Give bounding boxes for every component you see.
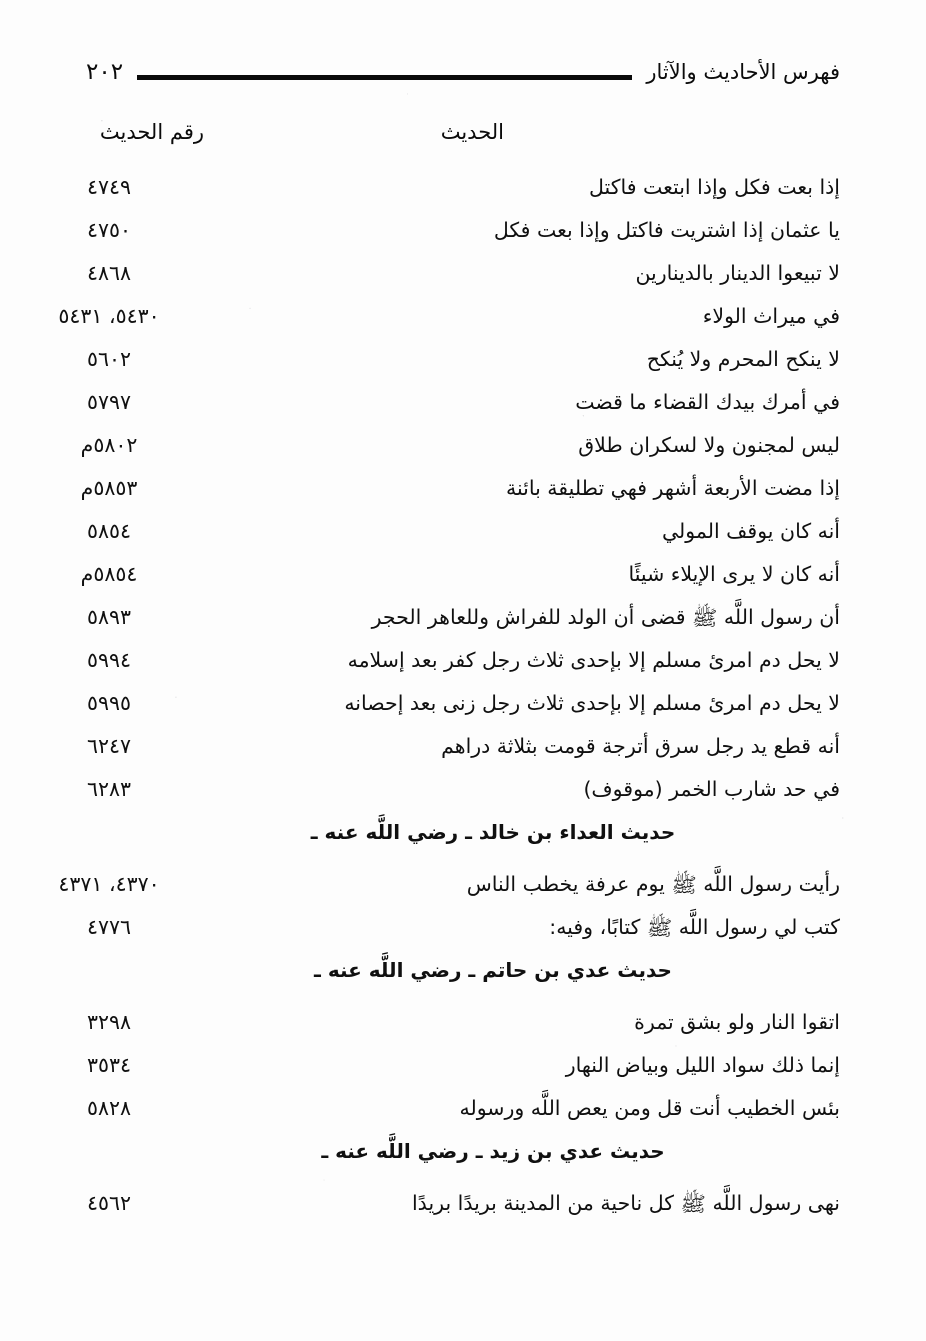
column-headers: الحديث رقم الحديث — [86, 120, 840, 154]
hadith-text: أنه قطع يد رجل سرق أترجة قومت بثلاثة درا… — [441, 734, 840, 758]
hadith-text: أن رسول اللَّه ﷺ قضى أن الولد للفراش ولل… — [371, 605, 840, 630]
hadith-number: ٥٨٠٢م — [80, 433, 138, 457]
sallallahu-alayhi-wasallam-icon: ﷺ — [671, 873, 697, 897]
hadith-number: ٥٨٩٣ — [86, 605, 132, 629]
hadith-row: في حد شارب الخمر (موقوف) ٦٢٨٣ — [86, 774, 840, 817]
hadith-number: ٥٨٥٤م — [80, 562, 138, 586]
sallallahu-alayhi-wasallam-icon: ﷺ — [692, 606, 718, 630]
hadith-text: أنه كان يوقف المولي — [661, 519, 840, 543]
hadith-row: اتقوا النار ولو بشق تمرة ٣٢٩٨ — [86, 1007, 840, 1050]
sallallahu-alayhi-wasallam-icon: ﷺ — [680, 1192, 706, 1216]
hadith-text: لا يحل دم امرئ مسلم إلا بإحدى ثلاث رجل ك… — [347, 648, 840, 672]
hadith-text: أنه كان لا يرى الإيلاء شيئًا — [628, 562, 840, 586]
section-heading-row: حديث العداء بن خالد ـ رضي اللَّه عنه ـ — [86, 817, 840, 869]
section-heading-text: حديث عدي بن زيد ـ رضي اللَّه عنه ـ — [321, 1139, 665, 1163]
hadith-number: ٤٧٧٦ — [86, 915, 132, 939]
hadith-number: ٤٥٦٢ — [86, 1191, 132, 1215]
hadith-text: ليس لمجنون ولا لسكران طلاق — [578, 433, 840, 457]
hadith-row: ليس لمجنون ولا لسكران طلاق ٥٨٠٢م — [81, 430, 840, 473]
hadith-text: إذا مضت الأربعة أشهر فهي تطليقة بائنة — [505, 476, 840, 500]
hadith-row: رأيت رسول اللَّه ﷺ يوم عرفة يخطب الناس ٤٣… — [58, 869, 840, 912]
hadith-number: ٣٥٣٤ — [86, 1053, 132, 1077]
hadith-number: ٥٦٠٢ — [86, 347, 132, 371]
hadith-text: نهى رسول اللَّه ﷺ كل ناحية من المدينة بر… — [411, 1191, 840, 1216]
hadith-number: ٦٢٤٧ — [86, 734, 132, 758]
hadith-row: نهى رسول اللَّه ﷺ كل ناحية من المدينة بر… — [86, 1188, 840, 1231]
hadith-number: ٥٧٩٧ — [86, 390, 132, 414]
hadith-number: ٥٤٣٠، ٥٤٣١ — [58, 304, 160, 328]
hadith-text: رأيت رسول اللَّه ﷺ يوم عرفة يخطب الناس — [466, 872, 840, 897]
sallallahu-alayhi-wasallam-icon: ﷺ — [646, 916, 673, 940]
hadith-number: ٤٧٤٩ — [86, 175, 132, 199]
hadith-number: ٥٨٥٣م — [80, 476, 138, 500]
hadith-number: ٦٢٨٣ — [86, 777, 132, 801]
hadith-row: لا يحل دم امرئ مسلم إلا بإحدى ثلاث رجل ك… — [86, 645, 840, 688]
hadith-row: لا تبيعوا الدينار بالدينارين ٤٨٦٨ — [86, 258, 840, 301]
hadith-text: اتقوا النار ولو بشق تمرة — [634, 1010, 840, 1034]
hadith-number: ٥٩٩٥ — [86, 691, 132, 715]
column-header-hadith-number: رقم الحديث — [99, 120, 204, 144]
hadith-row: أن رسول اللَّه ﷺ قضى أن الولد للفراش ولل… — [86, 602, 840, 645]
section-heading-text: حديث عدي بن حاتم ـ رضي اللَّه عنه ـ — [314, 958, 672, 982]
hadith-number: ٤٧٥٠ — [86, 218, 132, 242]
hadith-row: لا يحل دم امرئ مسلم إلا بإحدى ثلاث رجل ز… — [86, 688, 840, 731]
hadith-row: يا عثمان إذا اشتريت فاكتل وإذا بعت فكل ٤٧… — [86, 215, 840, 258]
hadith-index-list: إذا بعت فكل وإذا ابتعت فاكتل ٤٧٤٩ يا عثمان… — [58, 172, 840, 1231]
hadith-number: ٥٨٥٤ — [86, 519, 132, 543]
hadith-row: لا ينكح المحرم ولا يُنكح ٥٦٠٢ — [86, 344, 840, 387]
page-number: ٢٠٢ — [86, 58, 124, 85]
hadith-row: في أمرك بيدك القضاء ما قضت ٥٧٩٧ — [86, 387, 840, 430]
hadith-row: إنما ذلك سواد الليل وبياض النهار ٣٥٣٤ — [86, 1050, 840, 1093]
section-heading-row: حديث عدي بن حاتم ـ رضي اللَّه عنه ـ — [86, 955, 840, 1007]
hadith-row: أنه كان لا يرى الإيلاء شيئًا ٥٨٥٤م — [81, 559, 840, 602]
hadith-text: لا يحل دم امرئ مسلم إلا بإحدى ثلاث رجل ز… — [344, 691, 840, 715]
hadith-row: إذا مضت الأربعة أشهر فهي تطليقة بائنة ٥٨٥… — [81, 473, 840, 516]
hadith-text: لا تبيعوا الدينار بالدينارين — [635, 261, 840, 285]
hadith-row: في ميراث الولاء ٥٤٣٠، ٥٤٣١ — [58, 301, 840, 344]
hadith-number: ٥٩٩٤ — [86, 648, 132, 672]
hadith-text: لا ينكح المحرم ولا يُنكح — [646, 347, 840, 371]
hadith-number: ٤٨٦٨ — [86, 261, 132, 285]
hadith-text: كتب لي رسول اللَّه ﷺ كتابًا، وفيه: — [549, 915, 840, 940]
header-title: فهرس الأحاديث والآثار — [646, 60, 840, 84]
hadith-text: في أمرك بيدك القضاء ما قضت — [575, 390, 840, 414]
hadith-text: يا عثمان إذا اشتريت فاكتل وإذا بعت فكل — [493, 218, 840, 242]
hadith-number: ٥٨٢٨ — [86, 1096, 132, 1120]
hadith-text: إنما ذلك سواد الليل وبياض النهار — [565, 1053, 840, 1077]
hadith-text: إذا بعت فكل وإذا ابتعت فاكتل — [588, 175, 840, 199]
header-rule — [137, 74, 633, 80]
hadith-row: أنه كان يوقف المولي ٥٨٥٤ — [86, 516, 840, 559]
hadith-number: ٣٢٩٨ — [86, 1010, 132, 1034]
hadith-text: بئس الخطيب أنت قل ومن يعص اللَّه ورسوله — [459, 1096, 840, 1120]
column-header-hadith: الحديث — [440, 120, 504, 144]
running-header: فهرس الأحاديث والآثار ٢٠٢ — [86, 52, 840, 98]
hadith-row: أنه قطع يد رجل سرق أترجة قومت بثلاثة درا… — [86, 731, 840, 774]
section-heading-row: حديث عدي بن زيد ـ رضي اللَّه عنه ـ — [86, 1136, 840, 1188]
hadith-row: كتب لي رسول اللَّه ﷺ كتابًا، وفيه: ٤٧٧٦ — [86, 912, 840, 955]
hadith-text: في ميراث الولاء — [702, 304, 840, 328]
hadith-row: إذا بعت فكل وإذا ابتعت فاكتل ٤٧٤٩ — [86, 172, 840, 215]
hadith-row: بئس الخطيب أنت قل ومن يعص اللَّه ورسوله ٥… — [86, 1093, 840, 1136]
hadith-text: في حد شارب الخمر (موقوف) — [583, 777, 840, 801]
hadith-number: ٤٣٧٠، ٤٣٧١ — [58, 872, 160, 896]
section-heading-text: حديث العداء بن خالد ـ رضي اللَّه عنه ـ — [310, 820, 676, 844]
